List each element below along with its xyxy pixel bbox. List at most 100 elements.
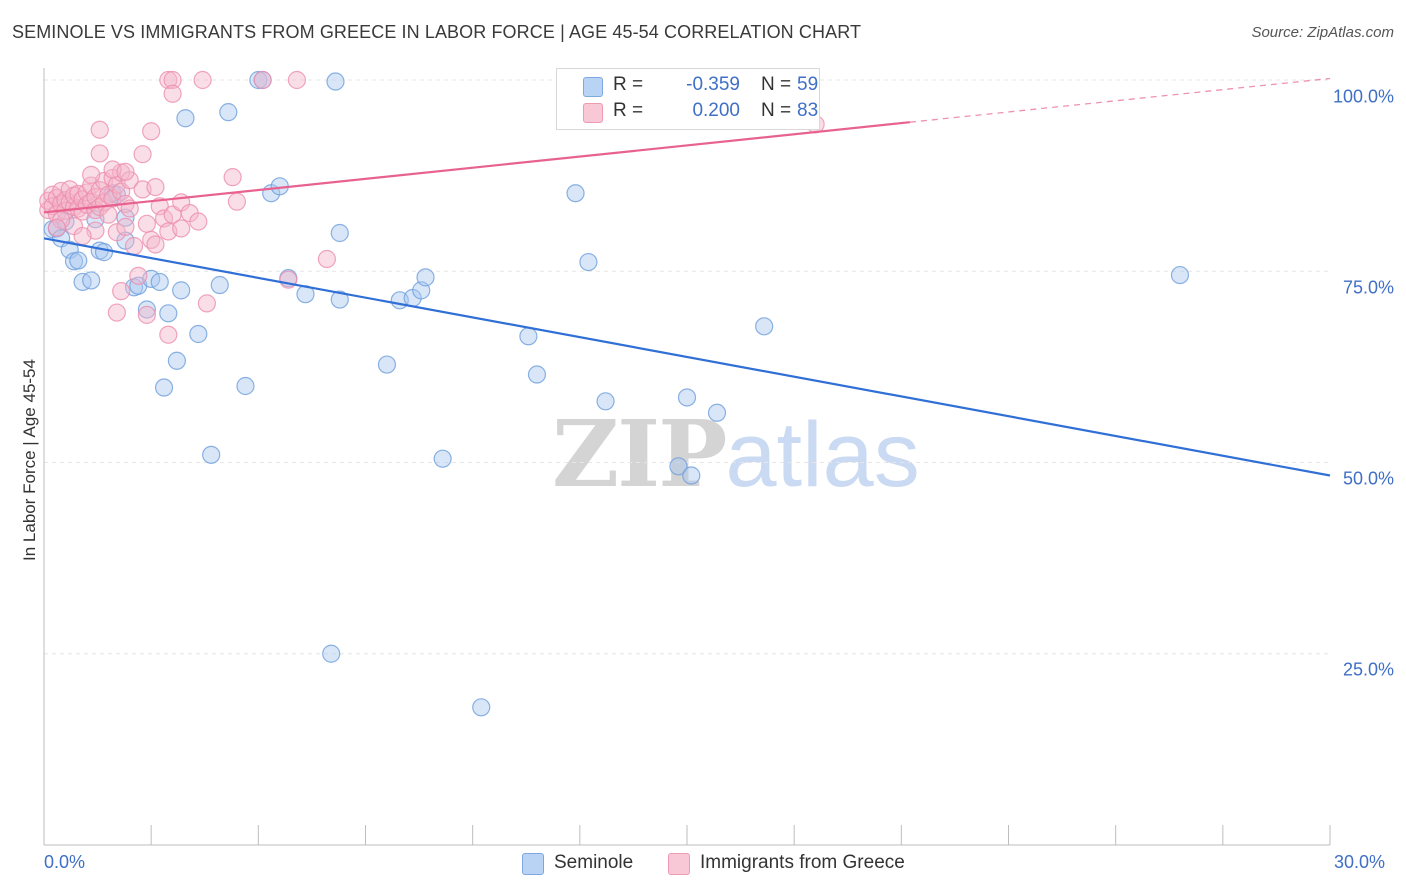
point-greece	[90, 120, 109, 139]
y-tick-label-50: 50.0%	[1342, 468, 1394, 489]
y-tick-label-100: 100.0%	[1332, 86, 1394, 107]
point-seminole	[249, 70, 268, 90]
point-seminole	[176, 109, 195, 128]
legend-n-value: 83	[797, 100, 819, 121]
point-greece	[163, 84, 182, 103]
legend-n-value: 59	[797, 74, 819, 95]
point-greece	[116, 217, 135, 236]
point-seminole	[167, 351, 186, 370]
point-seminole	[69, 251, 88, 270]
point-greece	[120, 171, 139, 190]
point-greece	[112, 282, 131, 301]
point-seminole	[579, 252, 598, 272]
point-seminole	[596, 392, 615, 411]
point-seminole	[172, 281, 191, 300]
bottom-legend-swatch-seminole	[522, 853, 544, 875]
bottom-legend-label-seminole: Seminole	[554, 852, 634, 873]
point-greece	[253, 70, 272, 90]
point-greece	[90, 144, 109, 163]
point-seminole	[1170, 265, 1190, 285]
bottom-legend-label-greece: Immigrants from Greece	[700, 852, 905, 873]
point-seminole	[202, 445, 221, 464]
point-seminole	[416, 268, 435, 287]
watermark-atlas: atlas	[725, 404, 920, 506]
point-seminole	[707, 403, 727, 422]
point-greece	[142, 122, 161, 141]
point-seminole	[116, 208, 135, 227]
bottom-legend: Seminole Immigrants from Greece	[0, 852, 1406, 878]
point-seminole	[322, 644, 341, 663]
legend-r-value: 0.200	[692, 100, 740, 121]
point-seminole	[210, 275, 229, 295]
y-tick-label-25: 25.0%	[1342, 659, 1394, 680]
bottom-legend-swatch-greece	[668, 853, 690, 875]
point-greece	[159, 70, 178, 90]
point-greece	[146, 235, 165, 254]
point-greece	[129, 266, 148, 285]
point-greece	[227, 192, 246, 211]
point-greece	[193, 70, 212, 90]
point-greece	[124, 236, 144, 256]
point-seminole	[94, 243, 114, 262]
correlation-legend: R = -0.359 N = 59 R = 0.200 N = 83	[556, 68, 820, 130]
y-axis-label: In Labor Force | Age 45-54	[20, 359, 39, 561]
point-seminole	[82, 271, 101, 290]
point-greece	[317, 249, 337, 269]
legend-n-label: N =	[761, 100, 792, 121]
point-greece	[197, 294, 216, 313]
point-seminole	[566, 184, 585, 203]
point-seminole	[682, 466, 701, 485]
point-greece	[82, 165, 101, 184]
watermark: ZIPatlas	[552, 400, 920, 508]
point-greece	[137, 305, 156, 324]
point-greece	[133, 145, 152, 164]
point-seminole	[472, 698, 491, 717]
point-seminole	[189, 324, 208, 344]
watermark-zip: ZIP	[552, 400, 727, 508]
point-seminole	[433, 449, 452, 468]
legend-swatch-greece	[583, 103, 603, 123]
point-seminole	[159, 304, 178, 323]
legend-r-value: -0.359	[686, 74, 740, 95]
point-seminole	[519, 327, 538, 346]
point-greece	[146, 178, 165, 197]
x-tick-label-max: 30.0%	[1334, 852, 1386, 872]
point-seminole	[137, 300, 156, 319]
legend-n-label: N =	[761, 74, 792, 95]
point-greece	[223, 168, 242, 187]
legend-r-label: R =	[613, 100, 644, 121]
point-seminole	[330, 223, 349, 243]
point-seminole	[150, 272, 169, 292]
point-greece	[107, 303, 126, 322]
point-greece	[47, 218, 66, 237]
trend-line-extension-greece	[909, 77, 1331, 123]
point-greece	[116, 162, 135, 181]
point-seminole	[527, 365, 547, 384]
point-seminole	[154, 378, 174, 397]
point-seminole	[669, 457, 688, 476]
point-greece	[189, 212, 208, 231]
point-greece	[287, 70, 307, 90]
point-seminole	[219, 103, 238, 122]
point-greece	[73, 226, 92, 246]
x-tick-label-min: 0.0%	[44, 852, 86, 872]
point-seminole	[755, 317, 774, 336]
point-seminole	[326, 72, 345, 91]
trend-line-greece	[43, 121, 911, 214]
point-greece	[107, 223, 126, 242]
point-greece	[99, 205, 118, 224]
source-label: Source: ZipAtlas.com	[1251, 24, 1394, 41]
point-seminole	[330, 290, 349, 309]
chart-title: SEMINOLE VS IMMIGRANTS FROM GREECE IN LA…	[12, 22, 862, 42]
point-seminole	[236, 376, 255, 396]
legend-swatch-seminole	[583, 77, 603, 97]
point-seminole	[377, 355, 397, 374]
trend-line-seminole	[43, 237, 1331, 477]
y-tick-label-75: 75.0%	[1342, 277, 1394, 298]
point-greece	[137, 214, 156, 233]
point-seminole	[677, 388, 697, 407]
point-greece	[163, 70, 182, 90]
legend-r-label: R =	[613, 74, 644, 95]
point-greece	[172, 219, 191, 238]
